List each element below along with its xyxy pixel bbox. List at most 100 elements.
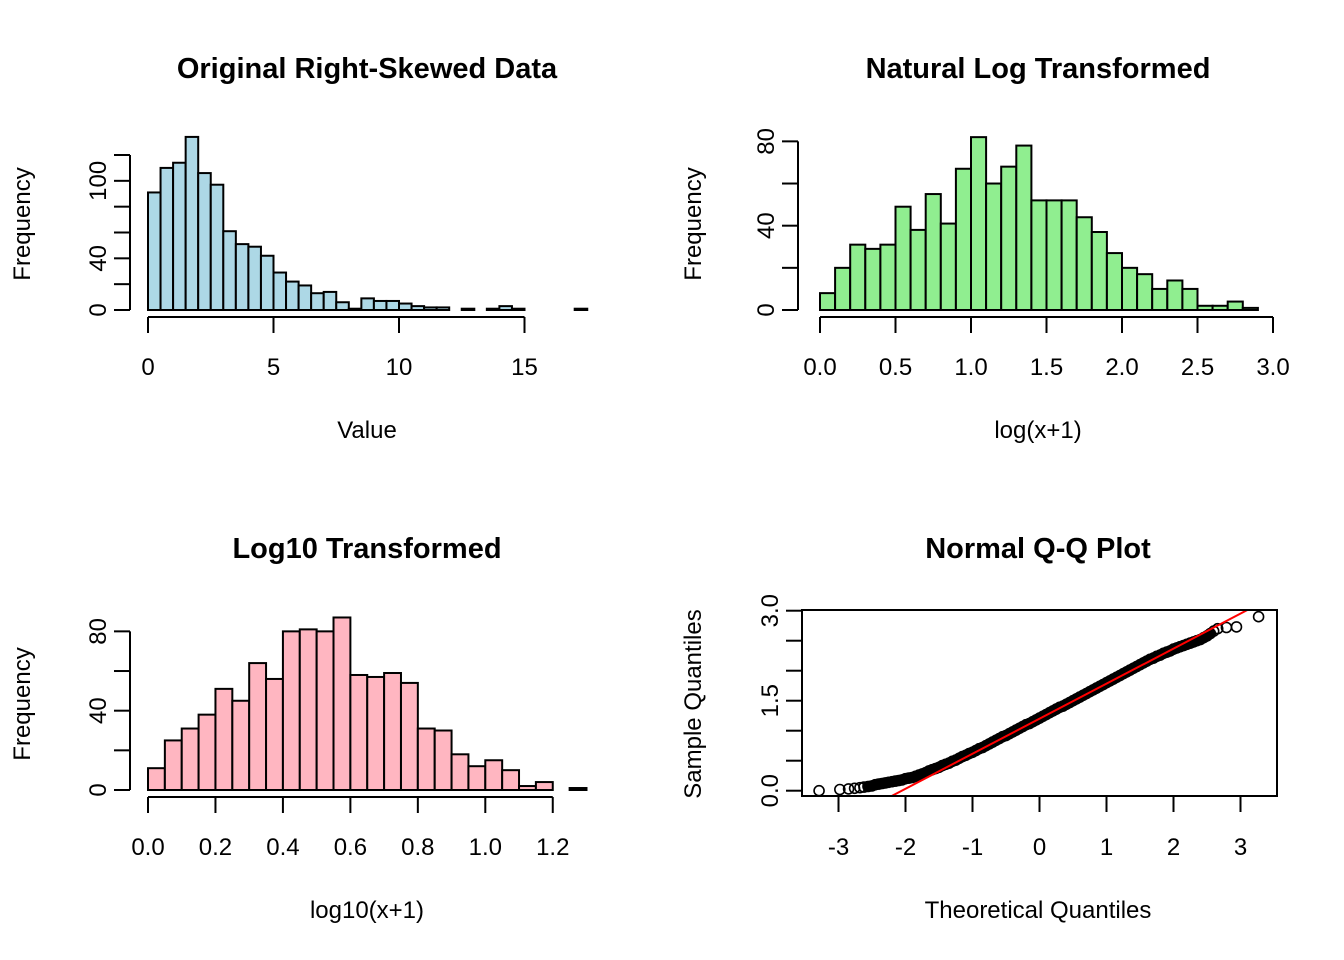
histogram-bar — [1196, 304, 1214, 311]
histogram-bar — [467, 765, 487, 791]
x-axis: 0 5 10 15 — [141, 316, 538, 381]
y-axis-label: Frequency — [9, 647, 36, 760]
y-tick-label: 0 — [85, 783, 112, 796]
y-tick-label: 1.5 — [757, 684, 784, 717]
histogram-bar — [372, 299, 388, 311]
x-tick-label: 3 — [1234, 834, 1247, 861]
qq-point — [834, 783, 846, 796]
histogram-bar — [222, 230, 237, 311]
x-tick-label: 1 — [1100, 834, 1113, 861]
chart-title: Original Right-Skewed Data — [177, 53, 558, 85]
histogram-bar — [234, 243, 250, 312]
x-axis: -3 -2 -1 0 1 2 3 — [828, 796, 1247, 861]
panel-original-histogram: Original Right-Skewed Data Value Frequen… — [9, 53, 589, 444]
y-tick-label: 0.0 — [757, 774, 784, 807]
y-tick-label: 100 — [85, 161, 112, 201]
histogram-bar — [1030, 199, 1048, 311]
histogram-bar — [985, 182, 1003, 312]
histogram-bar — [819, 292, 837, 311]
x-axis-label: log10(x+1) — [310, 897, 424, 924]
y-tick-label: 40 — [85, 245, 112, 272]
histogram-bar — [360, 297, 375, 311]
y-tick-label: 80 — [85, 618, 112, 645]
histogram-bar — [399, 681, 419, 792]
y-tick-label: 40 — [85, 697, 112, 724]
histogram-bar — [924, 193, 942, 311]
x-tick-label: 15 — [511, 354, 538, 381]
histogram-bar — [1211, 304, 1229, 311]
y-axis: 0 40 80 — [753, 128, 799, 317]
y-axis-label: Sample Quantiles — [680, 609, 707, 798]
qq-reference-line — [889, 610, 1250, 796]
y-axis: 0 40 100 — [85, 153, 131, 317]
x-tick-label: -2 — [895, 834, 916, 861]
x-tick-label: 10 — [386, 354, 413, 381]
histogram-bar — [879, 243, 897, 311]
histogram-bar — [1075, 216, 1093, 311]
x-tick-label: 1.0 — [469, 834, 502, 861]
histogram-bar — [954, 167, 973, 311]
histogram-bar — [433, 729, 453, 792]
histogram-bar — [297, 284, 313, 312]
bars — [147, 135, 589, 312]
y-axis-label: Frequency — [9, 167, 36, 280]
y-axis-label: Frequency — [680, 167, 707, 280]
qq-point — [1252, 610, 1265, 623]
qq-point — [1230, 621, 1243, 633]
histogram-bar — [335, 301, 350, 311]
x-axis-label: Value — [337, 417, 397, 444]
x-tick-label: 0.0 — [131, 834, 164, 861]
x-tick-label: 1.5 — [1030, 354, 1063, 381]
histogram-bar — [1181, 287, 1199, 312]
histogram-bar — [834, 266, 852, 311]
histogram-bar — [498, 305, 513, 312]
chart-title: Natural Log Transformed — [866, 53, 1211, 85]
bars — [819, 136, 1259, 312]
histogram-bar — [398, 302, 413, 312]
histogram-bar — [349, 673, 369, 792]
bars — [147, 616, 588, 792]
histogram-bar — [147, 767, 166, 792]
x-tick-label: 0.6 — [334, 834, 367, 861]
histogram-bar — [315, 630, 335, 791]
histogram-bar — [518, 785, 537, 791]
histogram-bar — [347, 307, 363, 312]
x-tick-label: 5 — [267, 354, 280, 381]
histogram-bar — [1241, 306, 1259, 311]
histogram-bar — [1151, 287, 1169, 312]
x-tick-label: 0.4 — [266, 834, 299, 861]
histogram-bar — [1226, 300, 1244, 311]
histogram-bar — [1105, 252, 1124, 311]
x-tick-label: 0 — [141, 354, 154, 381]
panel-log10-histogram: Log10 Transformed log10(x+1) Frequency 0… — [9, 533, 588, 924]
histogram-bar — [272, 271, 288, 312]
histogram-bar — [1121, 266, 1139, 311]
histogram-bar — [410, 305, 426, 312]
histogram-bar — [383, 672, 402, 791]
x-tick-label: 0.0 — [803, 354, 836, 381]
histogram-bar — [423, 306, 438, 311]
chart-title: Log10 Transformed — [232, 533, 501, 565]
histogram-bar — [501, 769, 521, 791]
x-tick-label: 3.0 — [1256, 354, 1289, 381]
histogram-bar — [231, 699, 251, 792]
x-tick-label: 2 — [1167, 834, 1180, 861]
panel-qq-plot: Normal Q-Q Plot Theoretical Quantiles Sa… — [680, 533, 1278, 924]
y-axis: 0.0 1.5 3.0 — [757, 594, 802, 807]
x-tick-label: 0.2 — [199, 834, 232, 861]
histogram-bar — [159, 166, 175, 311]
histogram-bar — [147, 191, 162, 312]
x-tick-label: 0.5 — [879, 354, 912, 381]
histogram-bar — [416, 727, 436, 791]
x-tick-label: 2.0 — [1105, 354, 1138, 381]
histogram-bar — [180, 727, 200, 791]
histogram-bar — [510, 307, 526, 312]
y-tick-label: 80 — [753, 128, 780, 155]
histogram-bar — [214, 687, 234, 792]
histogram-bar — [435, 306, 451, 311]
histogram-bar — [1015, 144, 1033, 311]
histogram-bar — [332, 616, 352, 791]
histogram-bar — [248, 662, 268, 792]
histogram-bar — [460, 307, 476, 312]
histogram-bar — [281, 630, 301, 791]
